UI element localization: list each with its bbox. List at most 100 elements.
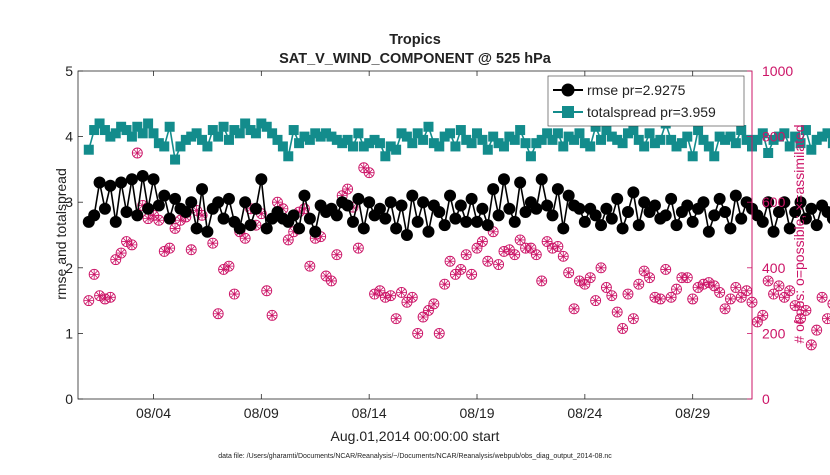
- obs-assimilated-marker: [741, 285, 752, 296]
- obs-point: [590, 295, 602, 307]
- obs-point: [719, 303, 731, 315]
- spread-point: [396, 128, 407, 139]
- obs-point: [827, 299, 830, 309]
- spread-point: [374, 138, 385, 149]
- x-axis-label: Aug.01,2014 00:00:00 start: [331, 428, 500, 444]
- spread-point: [315, 131, 326, 142]
- obs-assimilated-marker: [439, 279, 450, 290]
- obs-assimilated-marker: [482, 256, 493, 267]
- obs-assimilated-marker: [374, 285, 385, 296]
- spread-point: [240, 118, 251, 129]
- rmse-point: [352, 192, 365, 205]
- obs-point: [633, 278, 645, 290]
- rmse-point: [503, 202, 516, 215]
- rmse-point: [735, 212, 748, 225]
- obs-point: [816, 291, 828, 303]
- spread-point: [342, 134, 353, 145]
- spread-point: [504, 131, 515, 142]
- rmse-point: [783, 222, 796, 235]
- rmse-point: [621, 206, 634, 219]
- obs-assimilated-marker: [515, 234, 526, 245]
- y-right-tick-label: 400: [762, 260, 786, 276]
- obs-point: [169, 222, 181, 234]
- spread-point: [310, 128, 321, 139]
- obs-assimilated-marker: [326, 275, 337, 286]
- spread-point: [110, 128, 121, 139]
- rmse-point: [244, 219, 257, 232]
- obs-assimilated-marker: [687, 293, 698, 304]
- obs-assimilated-marker: [445, 256, 456, 267]
- rmse-point: [88, 209, 101, 222]
- obs-assimilated-marker: [472, 243, 483, 254]
- obs-assimilated-marker: [596, 262, 607, 273]
- rmse-point: [115, 176, 128, 189]
- obs-assimilated-marker: [703, 277, 714, 288]
- obs-assimilated-marker: [164, 243, 175, 254]
- spread-point: [493, 138, 504, 149]
- spread-point: [822, 128, 830, 139]
- obs-assimilated-marker: [736, 292, 747, 303]
- rmse-point: [826, 213, 830, 224]
- spread-point: [633, 134, 644, 145]
- obs-assimilated-marker: [423, 305, 434, 316]
- obs-assimilated-marker: [509, 249, 520, 260]
- obs-assimilated-marker: [261, 285, 272, 296]
- spread-point: [369, 134, 380, 145]
- obs-assimilated-marker: [418, 312, 429, 322]
- footnote: data file: /Users/gharamti/Documents/NCA…: [218, 453, 612, 460]
- rmse-point: [789, 206, 802, 219]
- spread-point: [515, 125, 526, 136]
- y-right-tick-label: 600: [762, 194, 786, 210]
- obs-point: [617, 323, 629, 334]
- rmse-point: [670, 219, 683, 232]
- rmse-point: [411, 215, 424, 228]
- spread-point: [687, 151, 698, 162]
- spread-point: [143, 118, 154, 129]
- spread-point: [525, 151, 536, 162]
- rmse-point: [665, 192, 678, 205]
- obs-point: [476, 236, 488, 248]
- obs-assimilated-marker: [709, 280, 720, 291]
- spread-point: [277, 141, 288, 152]
- obs-assimilated-marker: [655, 293, 666, 304]
- spread-point: [649, 138, 660, 149]
- rmse-point: [93, 176, 106, 189]
- rmse-point: [595, 219, 608, 232]
- spread-point: [153, 138, 164, 149]
- spread-point: [811, 134, 822, 145]
- obs-point: [552, 241, 564, 252]
- obs-assimilated-marker: [283, 234, 294, 245]
- obs-point: [110, 254, 122, 266]
- obs-assimilated-marker: [385, 290, 396, 301]
- rmse-point: [142, 202, 155, 215]
- rmse-point: [605, 212, 618, 225]
- obs-point: [207, 237, 219, 249]
- y-left-tick-label: 4: [65, 129, 73, 145]
- y-left-tick-label: 5: [65, 63, 73, 79]
- rmse-point: [212, 196, 225, 209]
- obs-point: [460, 249, 472, 261]
- spread-point: [197, 134, 208, 145]
- rmse-point: [476, 202, 489, 215]
- rmse-point: [481, 219, 494, 232]
- rmse-point: [492, 209, 505, 222]
- legend: rmse pr=2.9275 totalspread pr=3.959: [547, 75, 745, 127]
- rmse-point: [98, 202, 111, 215]
- obs-assimilated-marker: [525, 243, 536, 254]
- rmse-point: [417, 196, 430, 209]
- obs-point: [239, 232, 251, 244]
- obs-point: [444, 255, 456, 267]
- spread-point: [714, 131, 725, 142]
- rmse-point: [309, 225, 322, 238]
- obs-assimilated-marker: [170, 223, 181, 234]
- spread-point: [590, 121, 601, 132]
- obs-assimilated-marker: [391, 313, 402, 324]
- obs-assimilated-marker: [649, 292, 660, 303]
- obs-assimilated-marker: [498, 246, 509, 257]
- rmse-point: [449, 212, 462, 225]
- rmse-point: [179, 206, 192, 219]
- obs-assimilated-marker: [504, 244, 515, 255]
- obs-point: [660, 263, 672, 275]
- obs-point: [396, 286, 407, 298]
- spread-point: [423, 121, 434, 132]
